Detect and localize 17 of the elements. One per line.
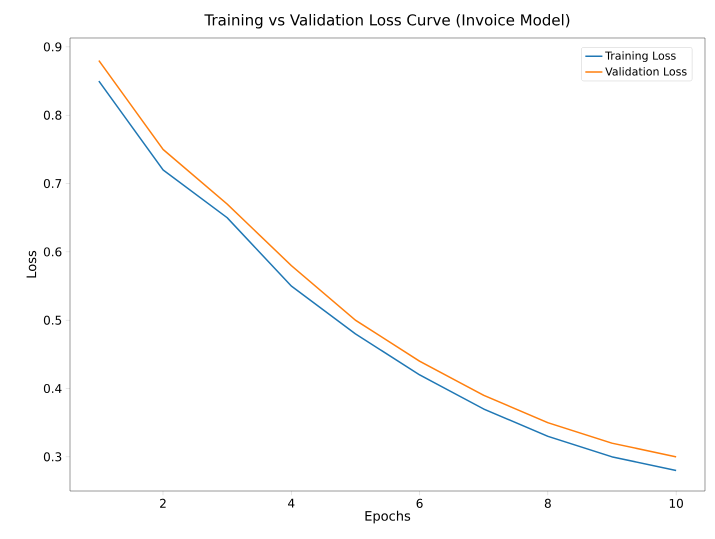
y-tick-label: 0.5	[44, 316, 62, 325]
x-tick-label: 10	[670, 498, 683, 508]
y-axis-title: Loss	[26, 250, 36, 278]
y-tick-label: 0.4	[44, 384, 62, 394]
legend-label: Validation Loss	[605, 67, 687, 76]
legend-label: Training Loss	[605, 51, 676, 62]
chart-title: Training vs Validation Loss Curve (Invoice Model)	[204, 14, 570, 28]
x-tick-label: 2	[160, 498, 166, 508]
x-tick-label: 8	[544, 498, 551, 508]
x-tick-label: 4	[288, 498, 294, 508]
x-tick-label: 6	[416, 498, 423, 508]
y-tick-label: 0.3	[44, 452, 62, 462]
y-tick-label: 0.9	[44, 42, 62, 52]
y-tick-label: 0.8	[44, 110, 62, 120]
y-tick-label: 0.6	[44, 247, 62, 256]
x-axis-title: Epochs	[365, 510, 410, 524]
y-tick-label: 0.7	[44, 178, 62, 188]
